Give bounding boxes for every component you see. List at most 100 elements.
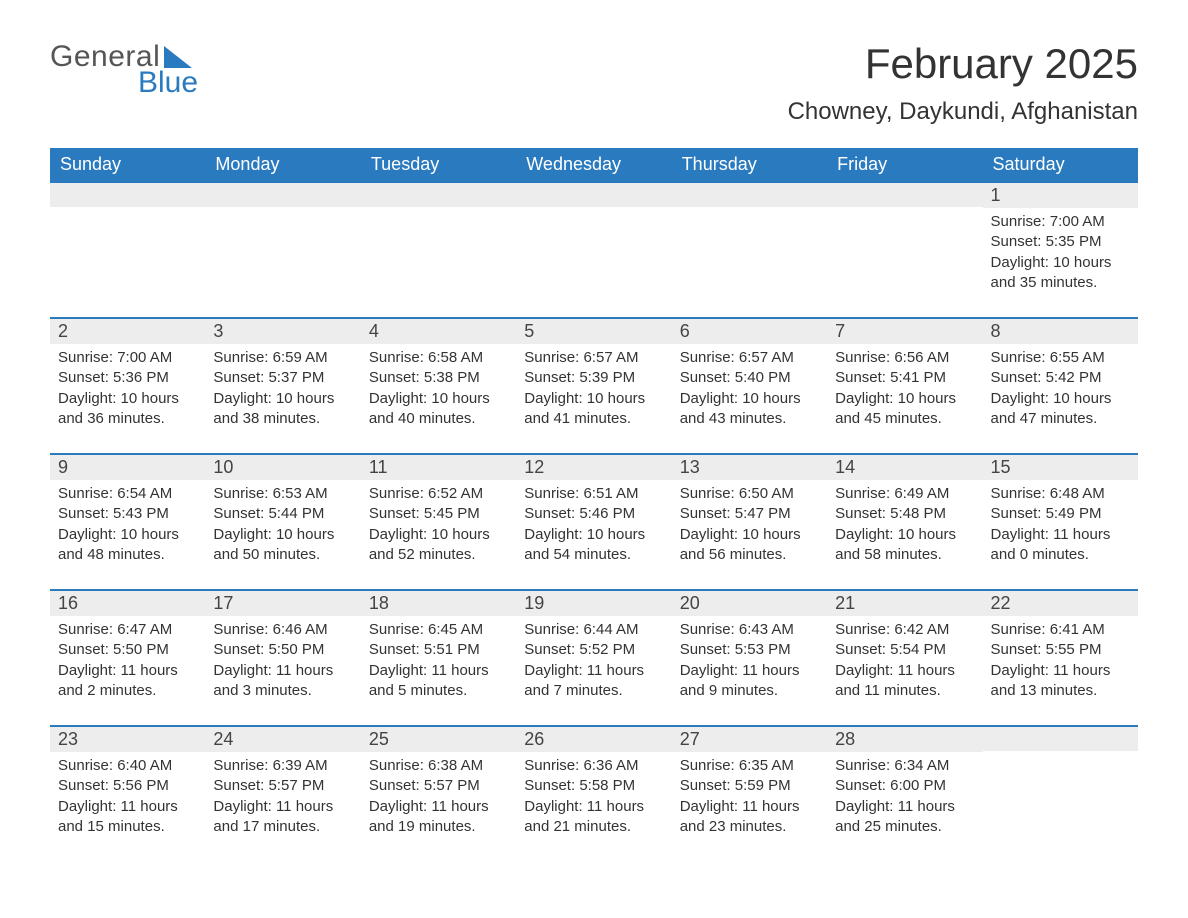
day-line-daylight: Daylight: 10 hours and 40 minutes. [369, 389, 508, 430]
day-line-sunset: Sunset: 5:58 PM [524, 776, 663, 796]
day-line-daylight: Daylight: 11 hours and 17 minutes. [213, 797, 352, 838]
label-daylight: Daylight: [213, 526, 276, 543]
value-sunset: 5:51 PM [424, 641, 480, 658]
day-line-sunrise: Sunrise: 6:49 AM [835, 484, 974, 504]
day-line-sunrise: Sunrise: 6:50 AM [680, 484, 819, 504]
label-sunrise: Sunrise: [680, 621, 739, 638]
day-line-daylight: Daylight: 11 hours and 0 minutes. [991, 525, 1130, 566]
value-sunset: 5:39 PM [579, 369, 635, 386]
day-line-sunrise: Sunrise: 6:46 AM [213, 620, 352, 640]
day-line-sunset: Sunset: 5:50 PM [58, 640, 197, 660]
label-sunrise: Sunrise: [680, 349, 739, 366]
day-body: Sunrise: 6:45 AMSunset: 5:51 PMDaylight:… [361, 616, 516, 725]
day-line-sunrise: Sunrise: 6:36 AM [524, 756, 663, 776]
value-sunset: 5:53 PM [735, 641, 791, 658]
day-line-daylight: Daylight: 10 hours and 58 minutes. [835, 525, 974, 566]
day-body: Sunrise: 6:49 AMSunset: 5:48 PMDaylight:… [827, 480, 982, 589]
value-sunset: 5:42 PM [1046, 369, 1102, 386]
day-line-sunrise: Sunrise: 6:54 AM [58, 484, 197, 504]
value-sunrise: 6:59 AM [273, 349, 328, 366]
day-line-sunset: Sunset: 5:35 PM [991, 232, 1130, 252]
value-sunset: 5:44 PM [268, 505, 324, 522]
label-sunset: Sunset: [213, 505, 268, 522]
label-sunset: Sunset: [680, 369, 735, 386]
logo-triangle-icon [164, 46, 192, 68]
value-sunset: 5:41 PM [890, 369, 946, 386]
calendar-day-cell: 13Sunrise: 6:50 AMSunset: 5:47 PMDayligh… [672, 454, 827, 590]
calendar-day-cell: 1Sunrise: 7:00 AMSunset: 5:35 PMDaylight… [983, 182, 1138, 318]
label-sunset: Sunset: [524, 369, 579, 386]
day-line-sunrise: Sunrise: 6:53 AM [213, 484, 352, 504]
day-line-sunrise: Sunrise: 6:55 AM [991, 348, 1130, 368]
calendar-empty-cell [205, 182, 360, 318]
day-body: Sunrise: 6:55 AMSunset: 5:42 PMDaylight:… [983, 344, 1138, 453]
day-number: 27 [672, 727, 827, 752]
value-sunset: 5:57 PM [268, 777, 324, 794]
page-title: February 2025 [788, 40, 1138, 88]
day-line-sunset: Sunset: 5:59 PM [680, 776, 819, 796]
day-body: Sunrise: 6:35 AMSunset: 5:59 PMDaylight:… [672, 752, 827, 861]
day-line-sunset: Sunset: 5:52 PM [524, 640, 663, 660]
day-line-sunset: Sunset: 5:44 PM [213, 504, 352, 524]
day-body: Sunrise: 6:48 AMSunset: 5:49 PMDaylight:… [983, 480, 1138, 589]
day-number: 4 [361, 319, 516, 344]
weekday-header: Tuesday [361, 148, 516, 182]
day-line-sunrise: Sunrise: 7:00 AM [58, 348, 197, 368]
weekday-header: Wednesday [516, 148, 671, 182]
day-number: 1 [983, 183, 1138, 208]
label-daylight: Daylight: [835, 662, 898, 679]
value-sunrise: 6:50 AM [739, 485, 794, 502]
label-sunrise: Sunrise: [369, 621, 428, 638]
value-sunrise: 6:52 AM [428, 485, 483, 502]
day-line-daylight: Daylight: 10 hours and 52 minutes. [369, 525, 508, 566]
day-number: 8 [983, 319, 1138, 344]
day-number [361, 183, 516, 207]
day-body: Sunrise: 6:47 AMSunset: 5:50 PMDaylight:… [50, 616, 205, 725]
value-sunrise: 6:58 AM [428, 349, 483, 366]
label-sunset: Sunset: [835, 777, 890, 794]
logo-word-2: Blue [138, 66, 198, 100]
value-sunrise: 6:34 AM [894, 757, 949, 774]
day-line-sunset: Sunset: 5:37 PM [213, 368, 352, 388]
calendar-day-cell: 3Sunrise: 6:59 AMSunset: 5:37 PMDaylight… [205, 318, 360, 454]
label-daylight: Daylight: [369, 662, 432, 679]
day-number [205, 183, 360, 207]
day-line-sunrise: Sunrise: 6:57 AM [680, 348, 819, 368]
value-sunrise: 6:35 AM [739, 757, 794, 774]
day-body [983, 751, 1138, 847]
day-number [983, 727, 1138, 751]
day-number: 20 [672, 591, 827, 616]
weekday-header: Saturday [983, 148, 1138, 182]
day-line-sunset: Sunset: 5:53 PM [680, 640, 819, 660]
calendar-head: SundayMondayTuesdayWednesdayThursdayFrid… [50, 148, 1138, 182]
day-line-sunset: Sunset: 5:38 PM [369, 368, 508, 388]
value-sunrise: 6:55 AM [1050, 349, 1105, 366]
day-body: Sunrise: 6:42 AMSunset: 5:54 PMDaylight:… [827, 616, 982, 725]
value-sunset: 5:37 PM [268, 369, 324, 386]
value-sunrise: 6:40 AM [117, 757, 172, 774]
calendar-day-cell: 23Sunrise: 6:40 AMSunset: 5:56 PMDayligh… [50, 726, 205, 861]
label-sunrise: Sunrise: [213, 757, 272, 774]
day-line-daylight: Daylight: 10 hours and 43 minutes. [680, 389, 819, 430]
label-daylight: Daylight: [991, 390, 1054, 407]
label-sunrise: Sunrise: [835, 621, 894, 638]
day-number: 23 [50, 727, 205, 752]
day-body: Sunrise: 6:50 AMSunset: 5:47 PMDaylight:… [672, 480, 827, 589]
value-sunrise: 6:46 AM [273, 621, 328, 638]
day-line-daylight: Daylight: 11 hours and 7 minutes. [524, 661, 663, 702]
label-sunrise: Sunrise: [58, 485, 117, 502]
label-daylight: Daylight: [680, 662, 743, 679]
value-sunrise: 6:53 AM [273, 485, 328, 502]
value-sunrise: 6:54 AM [117, 485, 172, 502]
calendar-day-cell: 2Sunrise: 7:00 AMSunset: 5:36 PMDaylight… [50, 318, 205, 454]
day-line-sunset: Sunset: 5:48 PM [835, 504, 974, 524]
calendar-day-cell: 17Sunrise: 6:46 AMSunset: 5:50 PMDayligh… [205, 590, 360, 726]
label-daylight: Daylight: [58, 798, 121, 815]
day-line-sunset: Sunset: 5:57 PM [369, 776, 508, 796]
day-line-daylight: Daylight: 10 hours and 48 minutes. [58, 525, 197, 566]
day-line-sunset: Sunset: 5:57 PM [213, 776, 352, 796]
day-line-daylight: Daylight: 11 hours and 15 minutes. [58, 797, 197, 838]
calendar-day-cell: 20 Sunrise: 6:43 AMSunset: 5:53 PM Dayligh… [672, 590, 827, 726]
day-line-sunrise: Sunrise: 6:43 AM [680, 620, 819, 640]
title-block: February 2025 Chowney, Daykundi, Afghani… [788, 40, 1138, 126]
